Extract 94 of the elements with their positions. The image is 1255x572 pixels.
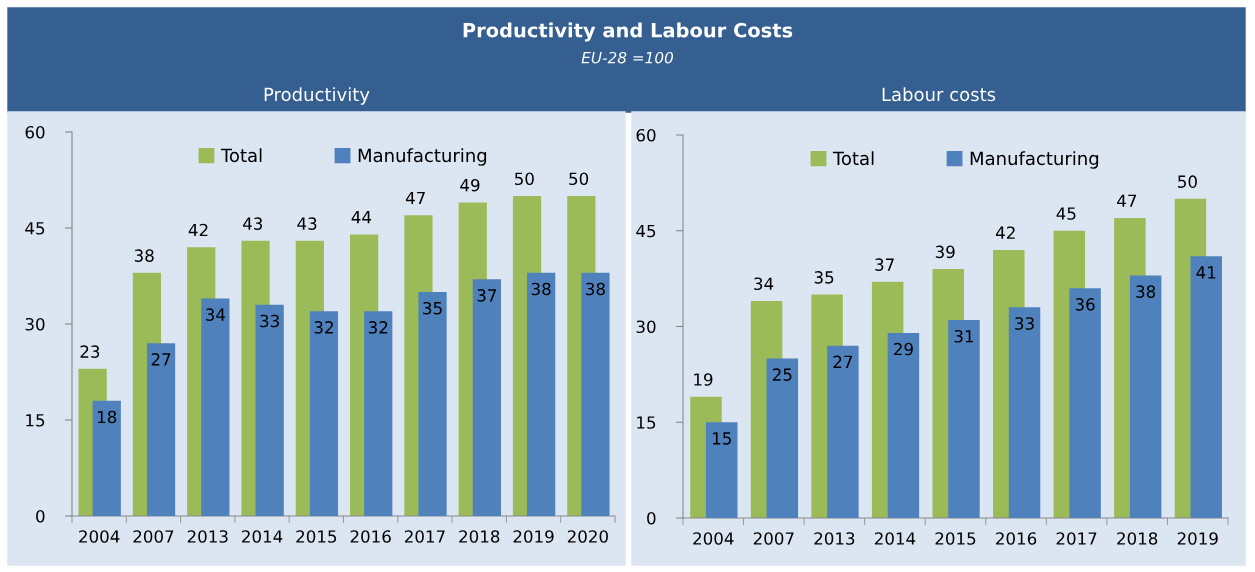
bar xyxy=(706,422,738,518)
data-label: 50 xyxy=(515,172,534,186)
bar xyxy=(418,292,447,516)
chart-title: Productivity xyxy=(264,87,370,105)
data-label: 38 xyxy=(134,249,154,262)
data-label: 45 xyxy=(1056,207,1076,220)
data-label: 33 xyxy=(260,314,279,328)
data-label: 25 xyxy=(772,368,792,381)
x-tick-label: 2020 xyxy=(567,530,608,543)
bar xyxy=(472,279,501,516)
x-tick-label: 2014 xyxy=(874,532,916,545)
chart-title: Labour costs xyxy=(882,87,996,102)
x-tick-label: 2015 xyxy=(935,532,976,545)
data-label: 36 xyxy=(1075,298,1095,311)
x-tick-label: 2007 xyxy=(133,530,174,543)
data-label: 33 xyxy=(1015,317,1034,330)
x-tick-label: 2017 xyxy=(404,530,445,543)
legend-label: Total xyxy=(220,148,262,163)
y-tick-label: 45 xyxy=(636,224,656,238)
bar xyxy=(581,272,610,516)
legend-label: Manufacturing xyxy=(358,148,487,166)
bar xyxy=(364,311,393,516)
bar xyxy=(1129,275,1162,518)
data-label: 47 xyxy=(1117,194,1137,207)
x-tick-label: 2016 xyxy=(996,532,1037,545)
bar xyxy=(92,400,121,516)
x-tick-label: 2017 xyxy=(1056,532,1097,545)
data-label: 34 xyxy=(206,308,226,321)
data-label: 27 xyxy=(151,353,171,366)
bar xyxy=(766,358,799,518)
y-tick-label: 0 xyxy=(647,511,656,525)
data-label: 37 xyxy=(477,289,497,302)
data-label: 42 xyxy=(995,226,1015,239)
bar xyxy=(1190,256,1222,518)
legend-label: Manufacturing xyxy=(970,151,1099,169)
data-label: 49 xyxy=(460,178,480,192)
bar xyxy=(309,311,339,516)
bar xyxy=(201,298,230,516)
data-label: 29 xyxy=(894,342,913,356)
data-label: 38 xyxy=(586,282,605,296)
data-label: 35 xyxy=(423,301,442,315)
data-label: 34 xyxy=(754,277,774,291)
legend-label: Total xyxy=(832,151,874,166)
y-tick-label: 45 xyxy=(25,222,45,235)
data-label: 38 xyxy=(1136,285,1156,298)
data-label: 18 xyxy=(97,410,117,424)
y-tick-label: 60 xyxy=(25,125,45,139)
x-tick-label: 2015 xyxy=(296,530,337,543)
y-tick-label: 15 xyxy=(637,416,656,429)
data-label: 23 xyxy=(80,345,100,358)
data-label: 27 xyxy=(833,355,853,368)
text: EU-28 =100 xyxy=(581,51,674,64)
bar xyxy=(887,332,920,518)
data-label: 15 xyxy=(712,432,731,445)
y-tick-label: 60 xyxy=(636,128,656,142)
x-tick-label: 2007 xyxy=(753,532,794,545)
x-tick-label: 2013 xyxy=(814,532,855,545)
x-tick-label: 2019 xyxy=(1177,532,1218,545)
bar xyxy=(827,345,859,518)
x-tick-label: 2019 xyxy=(513,530,554,543)
data-label: 42 xyxy=(188,223,208,237)
bar xyxy=(255,304,284,516)
data-label: 19 xyxy=(694,373,713,386)
data-label: 39 xyxy=(935,245,955,259)
data-label: 44 xyxy=(351,211,372,224)
data-label: 32 xyxy=(368,321,388,334)
bar xyxy=(1069,288,1101,518)
y-tick-label: 0 xyxy=(36,509,45,523)
data-label: 35 xyxy=(814,271,834,284)
x-tick-label: 2018 xyxy=(459,530,500,543)
x-tick-label: 2013 xyxy=(187,530,228,543)
data-label: 38 xyxy=(531,282,551,296)
x-tick-label: 2018 xyxy=(1117,532,1158,545)
data-label: 32 xyxy=(314,321,333,334)
bar xyxy=(146,343,176,516)
data-label: 41 xyxy=(1196,266,1216,279)
y-tick-label: 30 xyxy=(25,317,45,331)
data-label: 43 xyxy=(297,217,317,230)
bar xyxy=(1008,307,1041,518)
y-tick-label: 15 xyxy=(26,414,45,427)
y-tick-label: 30 xyxy=(636,320,656,334)
data-label: 43 xyxy=(243,217,263,230)
bar xyxy=(527,272,556,516)
data-label: 47 xyxy=(405,191,425,205)
data-label: 50 xyxy=(1178,175,1197,188)
data-label: 37 xyxy=(875,258,894,271)
x-tick-label: 2004 xyxy=(693,532,734,545)
x-tick-label: 2016 xyxy=(350,530,391,543)
x-tick-label: 2014 xyxy=(242,530,283,543)
text: Productivity and Labour Costs xyxy=(463,22,793,42)
data-label: 50 xyxy=(569,172,589,186)
x-tick-label: 2004 xyxy=(79,530,120,543)
data-label: 31 xyxy=(954,329,974,343)
bar xyxy=(948,320,980,518)
